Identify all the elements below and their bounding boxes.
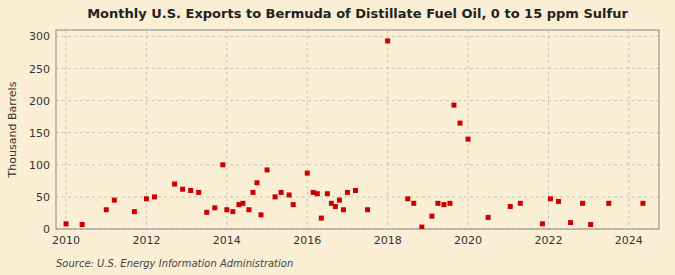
x-tick-label: 2014: [213, 234, 241, 247]
point: [606, 201, 611, 206]
x-tick-label: 2012: [132, 234, 160, 247]
points: [64, 38, 646, 229]
point: [640, 201, 645, 206]
point: [291, 202, 296, 207]
y-tick-label: 0: [43, 223, 50, 236]
x-tick-label: 2024: [615, 234, 643, 247]
x-tick-label: 2018: [374, 234, 402, 247]
point: [429, 214, 434, 219]
y-axis-label: Thousand Barrels: [6, 81, 19, 178]
x-tick-label: 2022: [534, 234, 562, 247]
point: [188, 188, 193, 193]
point: [287, 192, 292, 197]
x-grid-line: [226, 30, 227, 229]
point: [580, 201, 585, 206]
point: [80, 222, 85, 227]
point: [144, 196, 149, 201]
point: [224, 207, 229, 212]
point: [466, 137, 471, 142]
source-note: Source: U.S. Energy Information Administ…: [56, 258, 293, 269]
point: [132, 209, 137, 214]
point: [337, 198, 342, 203]
point: [220, 162, 225, 167]
point: [568, 220, 573, 225]
title: Monthly U.S. Exports to Bermuda of Disti…: [87, 6, 628, 21]
point: [548, 196, 553, 201]
x-grid-line: [387, 30, 388, 229]
point: [152, 194, 157, 199]
point: [341, 207, 346, 212]
point: [172, 182, 177, 187]
y-tick-label: 100: [29, 159, 50, 172]
y-tick-label: 250: [29, 63, 50, 76]
x-tick-label: 2010: [52, 234, 80, 247]
point: [447, 201, 452, 206]
point: [540, 221, 545, 226]
point: [325, 191, 330, 196]
point: [196, 190, 201, 195]
point: [411, 201, 416, 206]
point: [265, 167, 270, 172]
x-grid-line: [468, 30, 469, 229]
background: [0, 0, 675, 275]
point: [259, 212, 264, 217]
point: [180, 187, 185, 192]
plot-frame: [56, 30, 659, 229]
point: [419, 225, 424, 229]
point: [319, 216, 324, 221]
point: [441, 202, 446, 207]
x-tick-label: 2016: [293, 234, 321, 247]
x-grid-line: [628, 30, 629, 229]
point: [518, 201, 523, 206]
y-tick-label: 200: [29, 95, 50, 108]
point: [204, 210, 209, 215]
point: [451, 103, 456, 108]
point: [212, 205, 217, 210]
point: [333, 204, 338, 209]
point: [588, 222, 593, 227]
point: [64, 221, 69, 226]
point: [240, 201, 245, 206]
point: [246, 207, 251, 212]
point: [508, 204, 513, 209]
point: [458, 121, 463, 126]
point: [112, 198, 117, 203]
point: [305, 171, 310, 176]
point: [230, 209, 235, 214]
y-tick-label: 50: [36, 191, 50, 204]
point: [104, 207, 109, 212]
point: [345, 190, 350, 195]
x-grid-line: [66, 30, 67, 229]
point: [273, 194, 278, 199]
x-grid-line: [307, 30, 308, 229]
point: [315, 191, 320, 196]
y-tick-label: 300: [29, 30, 50, 43]
point: [385, 38, 390, 43]
point: [486, 215, 491, 220]
point: [365, 207, 370, 212]
point: [279, 190, 284, 195]
grid: [56, 30, 659, 229]
point: [250, 190, 255, 195]
point: [353, 188, 358, 193]
y-tick-label: 150: [29, 127, 50, 140]
chart: Monthly U.S. Exports to Bermuda of Disti…: [0, 0, 675, 275]
point: [435, 201, 440, 206]
x-tick-label: 2020: [454, 234, 482, 247]
point: [405, 196, 410, 201]
point: [556, 199, 561, 204]
point: [255, 180, 260, 185]
y-grid-line: [56, 100, 659, 101]
